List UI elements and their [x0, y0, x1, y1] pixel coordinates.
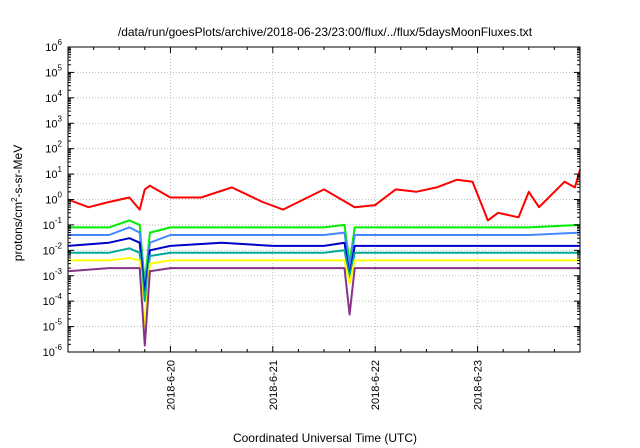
y-tick-label: 10-1 [43, 216, 63, 232]
y-tick-label: 104 [45, 89, 62, 105]
y-tick-label: 10-6 [43, 343, 63, 359]
chart-title: /data/run/goesPlots/archive/2018-06-23/2… [118, 25, 533, 39]
plot-series [67, 169, 581, 347]
y-tick-label: 101 [45, 165, 62, 181]
y-tick-label: 103 [45, 114, 62, 130]
series-line-1 [67, 169, 581, 222]
y-tick-label: 10-3 [43, 267, 63, 283]
y-tick-label: 10-5 [43, 318, 63, 334]
x-axis-title: Coordinated Universal Time (UTC) [233, 431, 417, 445]
series-line-4 [67, 237, 580, 295]
y-axis-title-base: protons/cm [11, 202, 25, 261]
y-tick-label: 105 [45, 63, 62, 79]
y-tick-label: 102 [45, 140, 62, 156]
y-axis-title: protons/cm2-s-sr-MeV [10, 145, 25, 261]
series-line-3 [68, 226, 581, 290]
y-axis-title-rest: -s-sr-MeV [11, 145, 25, 198]
series-line-7 [67, 267, 580, 347]
y-tick-label: 10-4 [43, 292, 63, 308]
series-line-2 [68, 219, 581, 285]
x-tick-label: 2018-6-23 [473, 360, 485, 410]
x-tick-label: 2018-6-21 [268, 360, 280, 410]
y-tick-label: 106 [45, 38, 62, 54]
x-tick-label: 2018-6-20 [165, 360, 177, 410]
y-tick-label: 100 [45, 191, 62, 207]
y-tick-label: 10-2 [43, 241, 63, 257]
series-line-5 [68, 247, 580, 303]
ticks: 10-6 10-5 10-4 10-3 10-2 10-1 100 101 102 103 104 1… [43, 38, 580, 410]
x-tick-label: 2018-6-22 [370, 360, 382, 410]
series-line-6 [68, 257, 580, 328]
y-axis-title-exp: 2 [10, 197, 19, 202]
grid [68, 47, 580, 352]
